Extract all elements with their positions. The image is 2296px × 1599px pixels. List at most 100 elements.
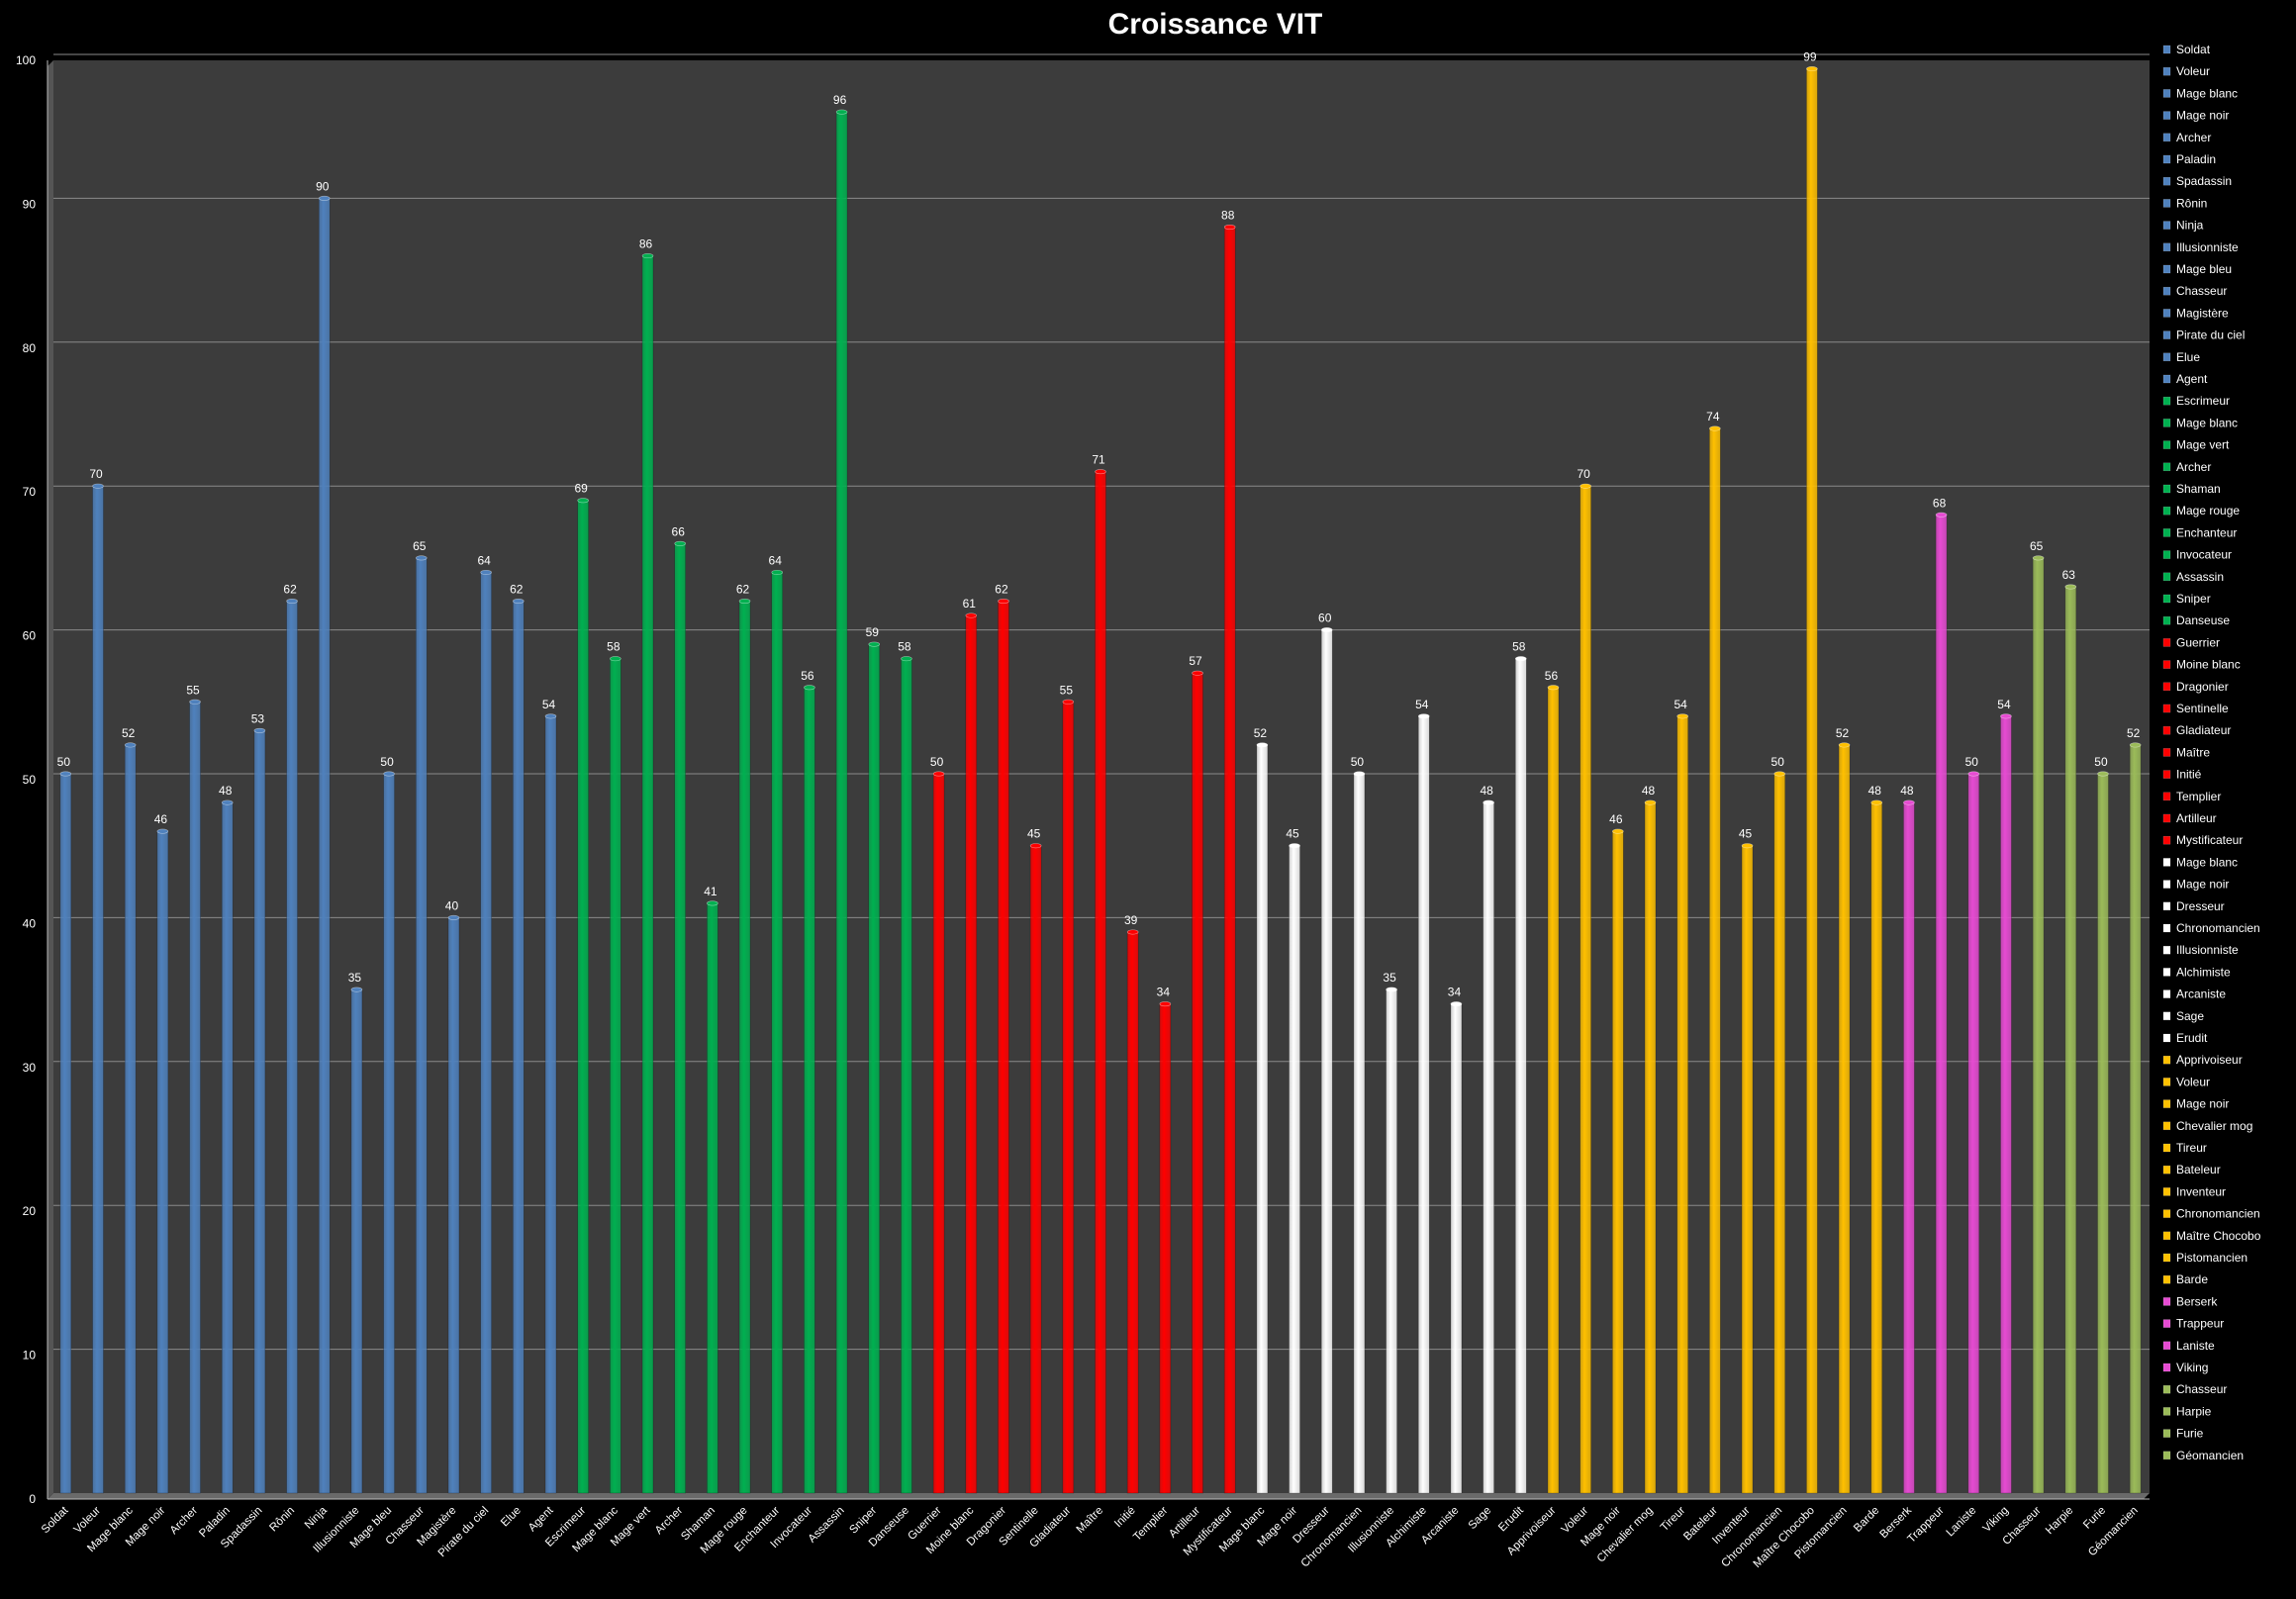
- legend-label: Furie: [2176, 1427, 2204, 1441]
- legend-label: Mage noir: [2176, 1097, 2229, 1111]
- legend-label: Maître: [2176, 745, 2210, 759]
- bar: [1709, 427, 1721, 1494]
- y-tick-label: 70: [23, 485, 37, 499]
- legend-swatch: [2162, 133, 2171, 142]
- data-label: 48: [1642, 784, 1656, 798]
- data-label: 65: [413, 539, 427, 553]
- legend-label: Dragonier: [2176, 680, 2229, 694]
- legend-swatch: [2162, 1231, 2171, 1241]
- bar-cap: [901, 656, 912, 662]
- bar-cap: [707, 900, 718, 906]
- data-label: 48: [1900, 784, 1914, 798]
- data-label: 40: [445, 898, 459, 912]
- legend-label: Mage rouge: [2176, 504, 2240, 517]
- bar: [286, 601, 298, 1494]
- bar-cap: [1579, 483, 1591, 489]
- legend-swatch: [2162, 682, 2171, 692]
- legend-label: Gladiateur: [2176, 723, 2231, 737]
- bar: [1320, 629, 1333, 1494]
- legend-label: Agent: [2176, 372, 2208, 386]
- legend-swatch: [2162, 330, 2171, 339]
- bar: [901, 658, 912, 1494]
- legend-swatch: [2162, 858, 2171, 867]
- bar: [1806, 68, 1818, 1494]
- legend-label: Pistomancien: [2176, 1251, 2248, 1265]
- bar: [641, 255, 654, 1494]
- data-label: 54: [1415, 698, 1429, 711]
- bar-cap: [1126, 929, 1139, 935]
- legend-swatch: [2162, 221, 2171, 230]
- data-label: 61: [963, 597, 977, 611]
- bar-cap: [771, 569, 784, 575]
- legend-swatch: [2162, 111, 2171, 120]
- legend-swatch: [2162, 154, 2171, 164]
- bar-cap: [641, 253, 654, 259]
- bar-cap: [221, 800, 234, 805]
- bar-cap: [2064, 584, 2077, 590]
- data-label: 45: [1027, 827, 1041, 841]
- bar: [1353, 773, 1366, 1494]
- legend-swatch: [2162, 901, 2171, 911]
- bar: [1903, 801, 1915, 1494]
- data-label: 50: [1965, 755, 1979, 769]
- bar: [835, 111, 848, 1494]
- bar-cap: [1483, 800, 1494, 805]
- data-label: 35: [1383, 971, 1396, 985]
- bar: [1126, 931, 1139, 1494]
- legend-swatch: [2162, 1011, 2171, 1021]
- bar: [1838, 744, 1851, 1494]
- bar-cap: [1773, 771, 1786, 777]
- bar-cap: [1450, 1001, 1463, 1007]
- legend-swatch: [2162, 396, 2171, 406]
- data-label: 52: [122, 726, 136, 740]
- legend-label: Guerrier: [2176, 635, 2220, 649]
- bar: [480, 572, 492, 1494]
- data-label: 48: [1868, 784, 1882, 798]
- bar: [2000, 715, 2012, 1494]
- bar-cap: [544, 713, 557, 719]
- legend-swatch: [2162, 1078, 2171, 1086]
- data-label: 65: [2030, 539, 2044, 553]
- legend-swatch: [2162, 1099, 2171, 1108]
- legend-swatch: [2162, 1429, 2171, 1438]
- legend-label: Viking: [2176, 1361, 2208, 1374]
- data-label: 50: [930, 755, 944, 769]
- legend-swatch: [2162, 89, 2171, 98]
- legend-swatch: [2162, 1165, 2171, 1175]
- legend-label: Soldat: [2176, 43, 2211, 56]
- bar-cap: [1838, 742, 1851, 748]
- legend-label: Maître Chocobo: [2176, 1229, 2261, 1243]
- bar-cap: [1159, 1001, 1172, 1007]
- data-label: 41: [704, 885, 718, 898]
- bar: [771, 572, 784, 1494]
- bar-cap: [1967, 771, 1980, 777]
- legend-label: Barde: [2176, 1272, 2208, 1286]
- legend-label: Dresseur: [2176, 899, 2225, 913]
- data-label: 50: [57, 755, 71, 769]
- legend-swatch: [2162, 176, 2171, 186]
- legend-swatch: [2162, 1341, 2171, 1351]
- bar-cap: [59, 771, 72, 777]
- bar-cap: [1741, 843, 1754, 849]
- bar-cap: [1709, 425, 1721, 431]
- legend-swatch: [2162, 1319, 2171, 1328]
- bar-cap: [480, 569, 492, 575]
- legend-label: Laniste: [2176, 1339, 2215, 1353]
- bar: [156, 830, 169, 1494]
- bar-cap: [2097, 771, 2109, 777]
- bar-cap: [1062, 699, 1075, 705]
- bar: [998, 601, 1009, 1494]
- bar-cap: [577, 498, 589, 504]
- bar-cap: [318, 195, 331, 201]
- bar: [1773, 773, 1786, 1494]
- bar-cap: [1515, 656, 1527, 662]
- bar-cap: [738, 599, 751, 605]
- legend-label: Inventeur: [2176, 1184, 2226, 1198]
- bar: [221, 801, 234, 1494]
- legend-swatch: [2162, 1407, 2171, 1416]
- legend-label: Apprivoiseur: [2176, 1053, 2243, 1067]
- data-label: 54: [1997, 698, 2011, 711]
- legend-swatch: [2162, 792, 2171, 801]
